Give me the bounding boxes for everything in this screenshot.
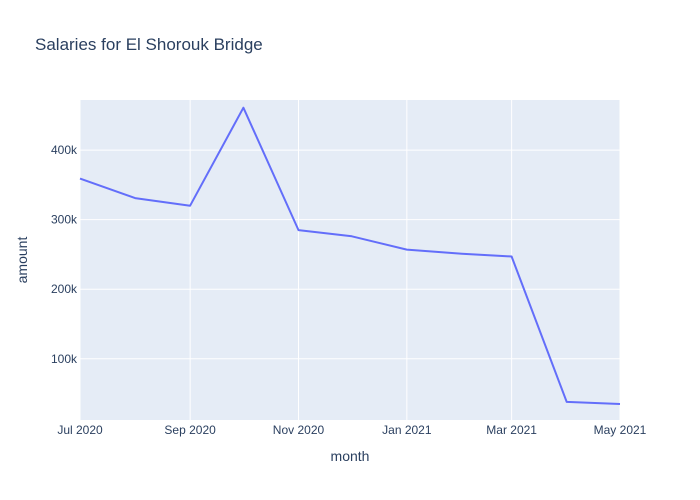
y-axis-title: amount [14, 237, 30, 284]
y-axis: 100k 200k 300k 400k [51, 143, 78, 366]
plot-area [80, 100, 620, 420]
y-tick-label: 400k [51, 143, 78, 157]
x-axis-title: month [331, 448, 370, 464]
x-tick-label: May 2021 [594, 423, 647, 437]
series-layer [79, 106, 621, 405]
y-tick-label: 300k [51, 213, 78, 227]
x-tick-label: Jul 2020 [57, 423, 103, 437]
x-tick-label: Sep 2020 [164, 423, 216, 437]
y-tick-label: 100k [51, 352, 78, 366]
gridlines [79, 100, 621, 420]
x-axis: Jul 2020 Sep 2020 Nov 2020 Jan 2021 Mar 2021… [57, 423, 646, 437]
x-tick-label: Nov 2020 [273, 423, 325, 437]
x-tick-label: Mar 2021 [486, 423, 537, 437]
x-tick-label: Jan 2021 [382, 423, 432, 437]
y-tick-label: 200k [51, 282, 78, 296]
series-line [79, 106, 621, 405]
chart-title: Salaries for El Shorouk Bridge [35, 35, 263, 54]
